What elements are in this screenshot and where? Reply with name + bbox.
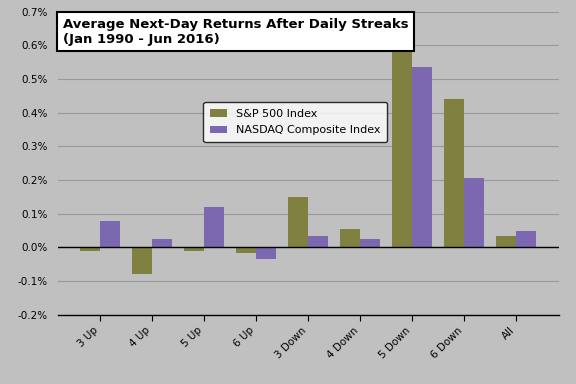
Bar	[464, 179, 484, 247]
Bar	[204, 207, 224, 247]
Bar	[497, 236, 516, 247]
Bar	[412, 67, 432, 247]
Bar	[340, 229, 360, 247]
Bar	[236, 247, 256, 253]
Bar	[152, 239, 172, 247]
Bar	[184, 247, 204, 251]
Text: Average Next-Day Returns After Daily Streaks
(Jan 1990 - Jun 2016): Average Next-Day Returns After Daily Str…	[63, 18, 408, 46]
Bar	[289, 197, 308, 247]
Bar	[132, 247, 152, 275]
Bar	[256, 247, 276, 259]
Legend: S&P 500 Index, NASDAQ Composite Index: S&P 500 Index, NASDAQ Composite Index	[203, 102, 387, 142]
Bar	[445, 99, 464, 247]
Bar	[360, 239, 380, 247]
Bar	[100, 220, 120, 247]
Bar	[308, 236, 328, 247]
Bar	[392, 50, 412, 247]
Bar	[516, 231, 536, 247]
Bar	[81, 247, 100, 251]
